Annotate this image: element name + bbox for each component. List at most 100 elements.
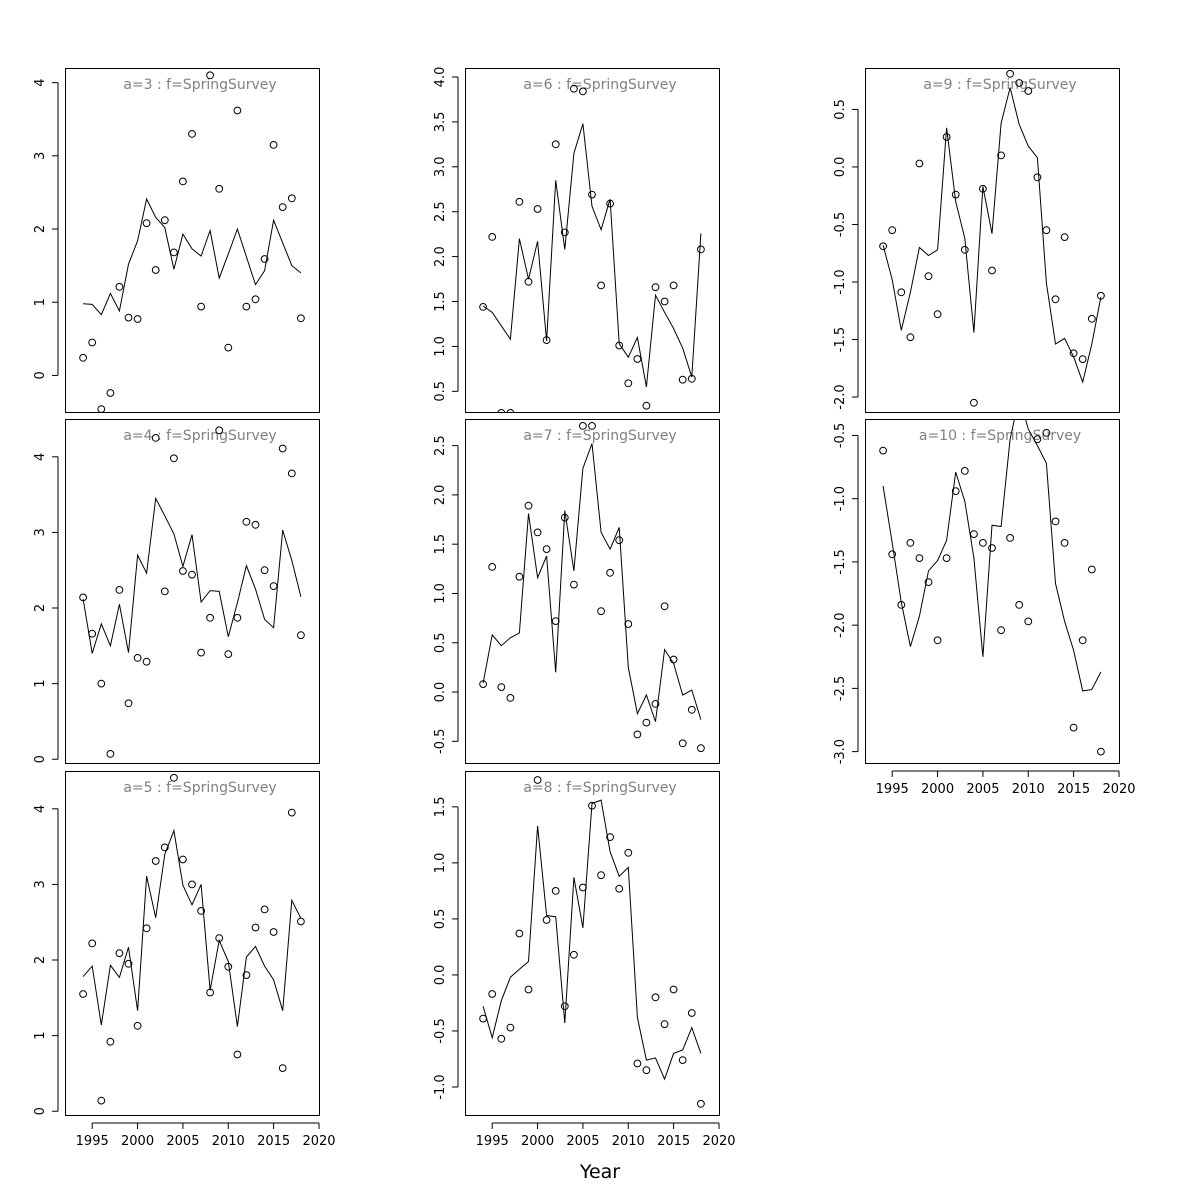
- observed-point: [669, 985, 678, 994]
- plot-area: [479, 422, 705, 753]
- observed-point: [1060, 233, 1069, 242]
- panel-title: a=10 : f=SpringSurvey: [919, 428, 1081, 444]
- observed-point: [651, 283, 660, 292]
- y-tick-label: 2.5: [433, 201, 448, 222]
- observed-point: [997, 626, 1005, 635]
- observed-point: [278, 1064, 287, 1072]
- observed-point: [687, 1009, 696, 1017]
- y-tick-label: -3.0: [833, 739, 848, 764]
- y-tick-label: -2.5: [833, 676, 848, 701]
- x-tick-label: 2010: [212, 1134, 245, 1149]
- observed-point: [215, 184, 224, 193]
- y-tick-label: -1.0: [833, 486, 848, 511]
- observed-point: [597, 607, 605, 616]
- observed-point: [615, 536, 624, 545]
- observed-point: [897, 288, 906, 297]
- y-tick-label: 0: [33, 371, 48, 379]
- observed-point: [633, 355, 642, 363]
- plot-frame: [465, 419, 720, 764]
- observed-point: [488, 990, 497, 998]
- observed-point: [988, 544, 996, 552]
- observed-point: [215, 426, 224, 435]
- y-tick-label: 3: [33, 880, 48, 888]
- observed-point: [242, 971, 251, 979]
- observed-point: [1042, 226, 1051, 235]
- y-tick-label: 1.5: [433, 291, 448, 312]
- observed-point: [488, 563, 497, 571]
- observed-point: [142, 657, 151, 666]
- observed-point: [142, 219, 151, 228]
- y-tick-label: -2.0: [833, 612, 848, 637]
- observed-point: [269, 928, 278, 936]
- observed-point: [633, 730, 642, 739]
- panel-a3: a=3 : f=SpringSurvey 0 1 2 3 4: [33, 68, 320, 413]
- observed-point: [1097, 291, 1105, 300]
- observed-point: [133, 315, 142, 323]
- observed-point: [242, 302, 251, 311]
- observed-point: [188, 570, 196, 579]
- y-tick-label: 1: [33, 1031, 48, 1039]
- observed-point: [251, 295, 260, 304]
- observed-point: [888, 226, 897, 235]
- observed-point: [897, 601, 906, 609]
- observed-point: [579, 87, 587, 96]
- observed-point: [88, 338, 97, 347]
- x-tick-label: 2005: [966, 782, 999, 797]
- observed-point: [297, 917, 305, 926]
- observed-point: [669, 655, 678, 664]
- y-tick-label: 0.5: [433, 381, 448, 402]
- y-tick-label: 3.0: [433, 156, 448, 177]
- observed-point: [160, 587, 169, 596]
- observed-point: [588, 190, 596, 199]
- observed-point: [224, 650, 233, 658]
- observed-point: [533, 776, 542, 784]
- x-axis-title: Year: [579, 1161, 620, 1183]
- observed-point: [115, 282, 124, 291]
- observed-point: [179, 567, 187, 575]
- observed-point: [906, 539, 915, 547]
- observed-point: [506, 1023, 515, 1032]
- observed-point: [206, 613, 215, 622]
- observed-point: [597, 871, 605, 880]
- plot-frame: [465, 68, 720, 413]
- y-tick-label: 2: [33, 225, 48, 233]
- x-tick-label: 2020: [702, 1134, 735, 1149]
- observed-point: [970, 398, 978, 407]
- observed-point: [506, 694, 515, 702]
- observed-point: [1087, 314, 1096, 323]
- observed-point: [697, 1099, 705, 1108]
- panel-a10: a=10 : f=SpringSurvey -3.0 -2.5 -2.0 -1.5 -1.…: [833, 419, 1136, 797]
- observed-point: [597, 281, 605, 290]
- observed-point: [615, 884, 624, 893]
- observed-point: [933, 310, 942, 319]
- y-tick-label: 4: [33, 78, 48, 86]
- observed-point: [1006, 69, 1014, 78]
- x-tick-label: 2015: [657, 1134, 690, 1149]
- y-tick-label: 0.5: [833, 99, 848, 120]
- observed-point: [242, 517, 251, 526]
- plot-area: [79, 426, 305, 758]
- observed-point: [533, 528, 542, 537]
- y-tick-label: 2: [33, 604, 48, 612]
- fitted-line: [82, 828, 302, 1027]
- observed-point: [233, 1050, 242, 1059]
- observed-point: [160, 843, 169, 852]
- observed-point: [224, 343, 233, 352]
- plot-area: [879, 419, 1105, 756]
- observed-point: [879, 446, 887, 455]
- observed-point: [488, 233, 497, 241]
- x-tick-label: 2010: [1012, 782, 1045, 797]
- observed-point: [560, 228, 569, 237]
- observed-point: [188, 880, 196, 889]
- observed-point: [260, 255, 269, 263]
- fitted-line: [482, 123, 702, 387]
- observed-point: [678, 739, 687, 748]
- observed-point: [97, 679, 106, 688]
- y-tick-label: 4: [33, 453, 48, 461]
- observed-point: [1051, 517, 1060, 526]
- observed-point: [624, 848, 633, 857]
- observed-point: [624, 620, 633, 628]
- x-tick-label: 2000: [921, 782, 954, 797]
- observed-point: [924, 578, 933, 586]
- observed-point: [1078, 636, 1087, 645]
